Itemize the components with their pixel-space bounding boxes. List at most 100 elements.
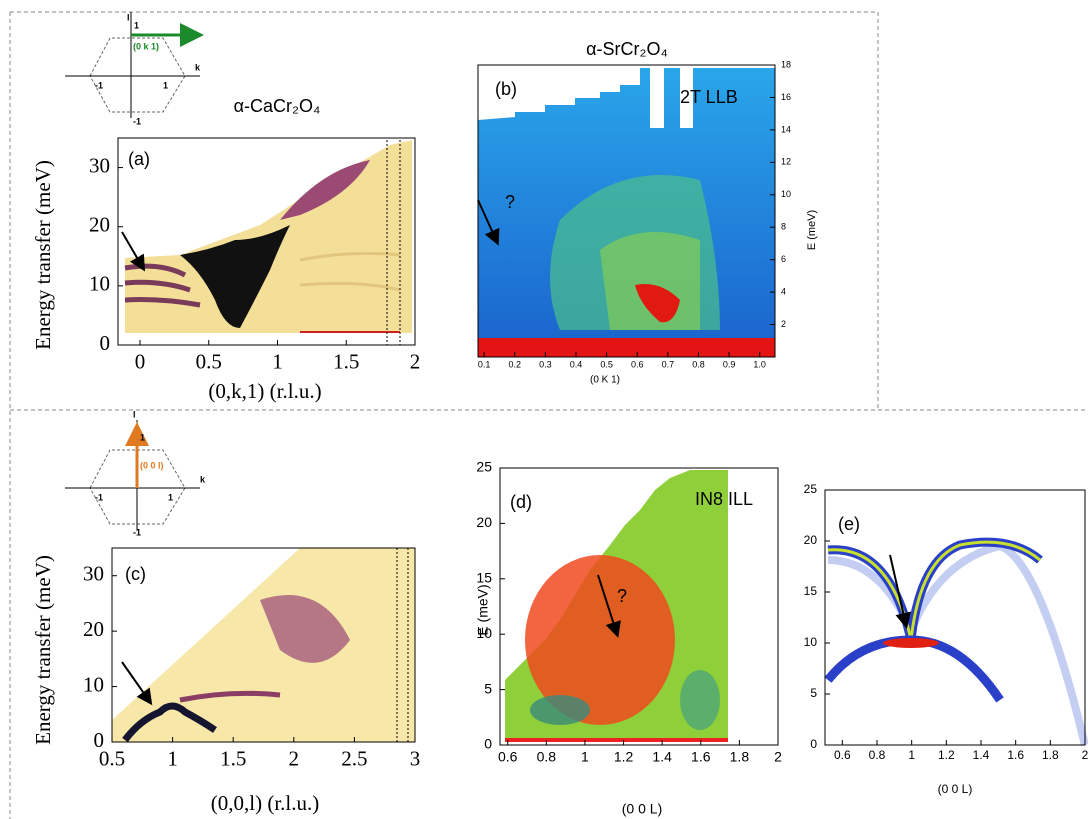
annotation: ? <box>617 586 627 606</box>
inset-label: 1 <box>140 432 145 442</box>
y-tick-label: 10 <box>781 189 791 199</box>
y-tick-label: 4 <box>781 286 786 296</box>
plot-frame <box>111 547 416 743</box>
y-tick-label: 14 <box>781 124 791 134</box>
x-axis-label: (0 K 1) <box>590 375 620 386</box>
inset-arrow-label: (0 0 l) <box>140 460 164 470</box>
x-axis-label: (0,0,l) (r.l.u.) <box>211 791 319 815</box>
x-tick-label: 0.5 <box>196 350 222 374</box>
y-tick-label: 15 <box>476 570 492 586</box>
panel-label: (b) <box>495 79 517 99</box>
inset-label: -1 <box>133 116 141 126</box>
x-tick-label: 1.4 <box>973 748 990 762</box>
y-tick-label: 25 <box>804 482 818 496</box>
y-axis-label: Energy transfer (meV) <box>31 555 55 745</box>
y-tick-label: 0 <box>810 737 817 751</box>
x-tick-label: 1.2 <box>614 748 634 764</box>
inset-arrow-label: (0 k 1) <box>133 41 159 51</box>
x-tick-label: 1 <box>167 747 178 771</box>
inset-c <box>65 420 200 530</box>
x-tick-label: 2.5 <box>341 747 367 771</box>
x-tick-label: 1.4 <box>652 748 672 764</box>
x-tick-label: 0.5 <box>99 747 125 771</box>
inset-label: -1 <box>95 80 103 90</box>
y-axis-label: E (meV) <box>806 210 818 250</box>
y-tick-label: 20 <box>83 617 104 641</box>
x-tick-label: 2 <box>1082 748 1088 762</box>
panel-label: (c) <box>125 564 146 584</box>
y-tick-label: 12 <box>781 157 791 167</box>
panel-title: α-CaCr₂O₄ <box>234 96 321 116</box>
annotation: 2T LLB <box>680 87 738 107</box>
heatmap-a <box>124 140 412 345</box>
inset-label: k <box>200 474 206 484</box>
heatmap-d <box>505 470 728 742</box>
x-axis-label: (0,k,1) (r.l.u.) <box>208 379 321 403</box>
x-tick-label: 0.4 <box>570 359 583 369</box>
y-tick-label: 10 <box>476 625 492 641</box>
y-tick-label: 18 <box>781 59 791 69</box>
panel-label: (a) <box>128 149 150 169</box>
x-tick-label: 1 <box>581 748 589 764</box>
y-tick-label: 20 <box>89 213 110 237</box>
y-tick-label: 5 <box>484 680 492 696</box>
heatmap-e <box>824 537 1088 746</box>
inset-label: 1 <box>168 492 173 502</box>
x-tick-label: 0.6 <box>834 748 851 762</box>
y-tick-label: 15 <box>804 584 818 598</box>
inset-label: -1 <box>95 492 103 502</box>
y-tick-label: 30 <box>83 562 104 586</box>
x-tick-label: 2 <box>774 748 782 764</box>
x-tick-label: 0.5 <box>600 359 613 369</box>
y-tick-label: 16 <box>781 92 791 102</box>
x-axis-label: (0 0 L) <box>622 801 662 817</box>
panel-label: (d) <box>510 492 532 512</box>
x-tick-label: 0.6 <box>631 359 644 369</box>
inset-label: 1 <box>134 20 139 30</box>
inset-a <box>65 12 204 118</box>
y-axis-label: E (meV) <box>475 584 491 635</box>
y-tick-label: 2 <box>781 319 786 329</box>
y-tick-label: 0 <box>94 728 105 752</box>
x-tick-label: 1 <box>272 350 283 374</box>
x-tick-label: 0.1 <box>478 359 491 369</box>
y-tick-label: 0 <box>484 736 492 752</box>
x-tick-label: 1.5 <box>333 350 359 374</box>
x-tick-label: 1.5 <box>220 747 246 771</box>
inset-label: -1 <box>133 527 141 537</box>
x-tick-label: 1.6 <box>691 748 711 764</box>
x-tick-label: 0.6 <box>498 748 518 764</box>
x-tick-label: 1.8 <box>730 748 750 764</box>
panel-label: (e) <box>838 514 860 534</box>
inset-label: l <box>127 12 130 22</box>
plot-frame <box>477 64 776 358</box>
panel-borders <box>9 11 1088 819</box>
x-tick-label: 0.3 <box>539 359 552 369</box>
x-axis-label: (0 0 L) <box>938 782 973 796</box>
x-tick-label: 0.2 <box>508 359 521 369</box>
x-tick-label: 3 <box>410 747 421 771</box>
y-tick-label: 10 <box>83 672 104 696</box>
y-tick-label: 8 <box>781 222 786 232</box>
annotation: IN8 ILL <box>695 489 753 509</box>
x-tick-label: 1.6 <box>1007 748 1024 762</box>
x-tick-label: 0.8 <box>869 748 886 762</box>
y-tick-label: 20 <box>804 533 818 547</box>
heatmap-c <box>112 548 415 743</box>
y-tick-label: 6 <box>781 254 786 264</box>
inset-label: k <box>195 62 201 72</box>
x-tick-label: 0 <box>135 350 146 374</box>
y-tick-label: 0 <box>100 331 111 355</box>
plot-frame <box>824 489 1086 746</box>
x-tick-label: 2 <box>410 350 421 374</box>
plot-frame <box>499 467 779 746</box>
x-tick-label: 0.9 <box>723 359 736 369</box>
heatmap-b <box>478 68 775 357</box>
x-tick-label: 1.0 <box>753 359 766 369</box>
y-tick-label: 5 <box>810 686 817 700</box>
x-tick-label: 2 <box>289 747 300 771</box>
x-tick-label: 1.2 <box>938 748 955 762</box>
y-tick-label: 10 <box>89 272 110 296</box>
y-axis-label: Energy transfer (meV) <box>31 160 55 350</box>
